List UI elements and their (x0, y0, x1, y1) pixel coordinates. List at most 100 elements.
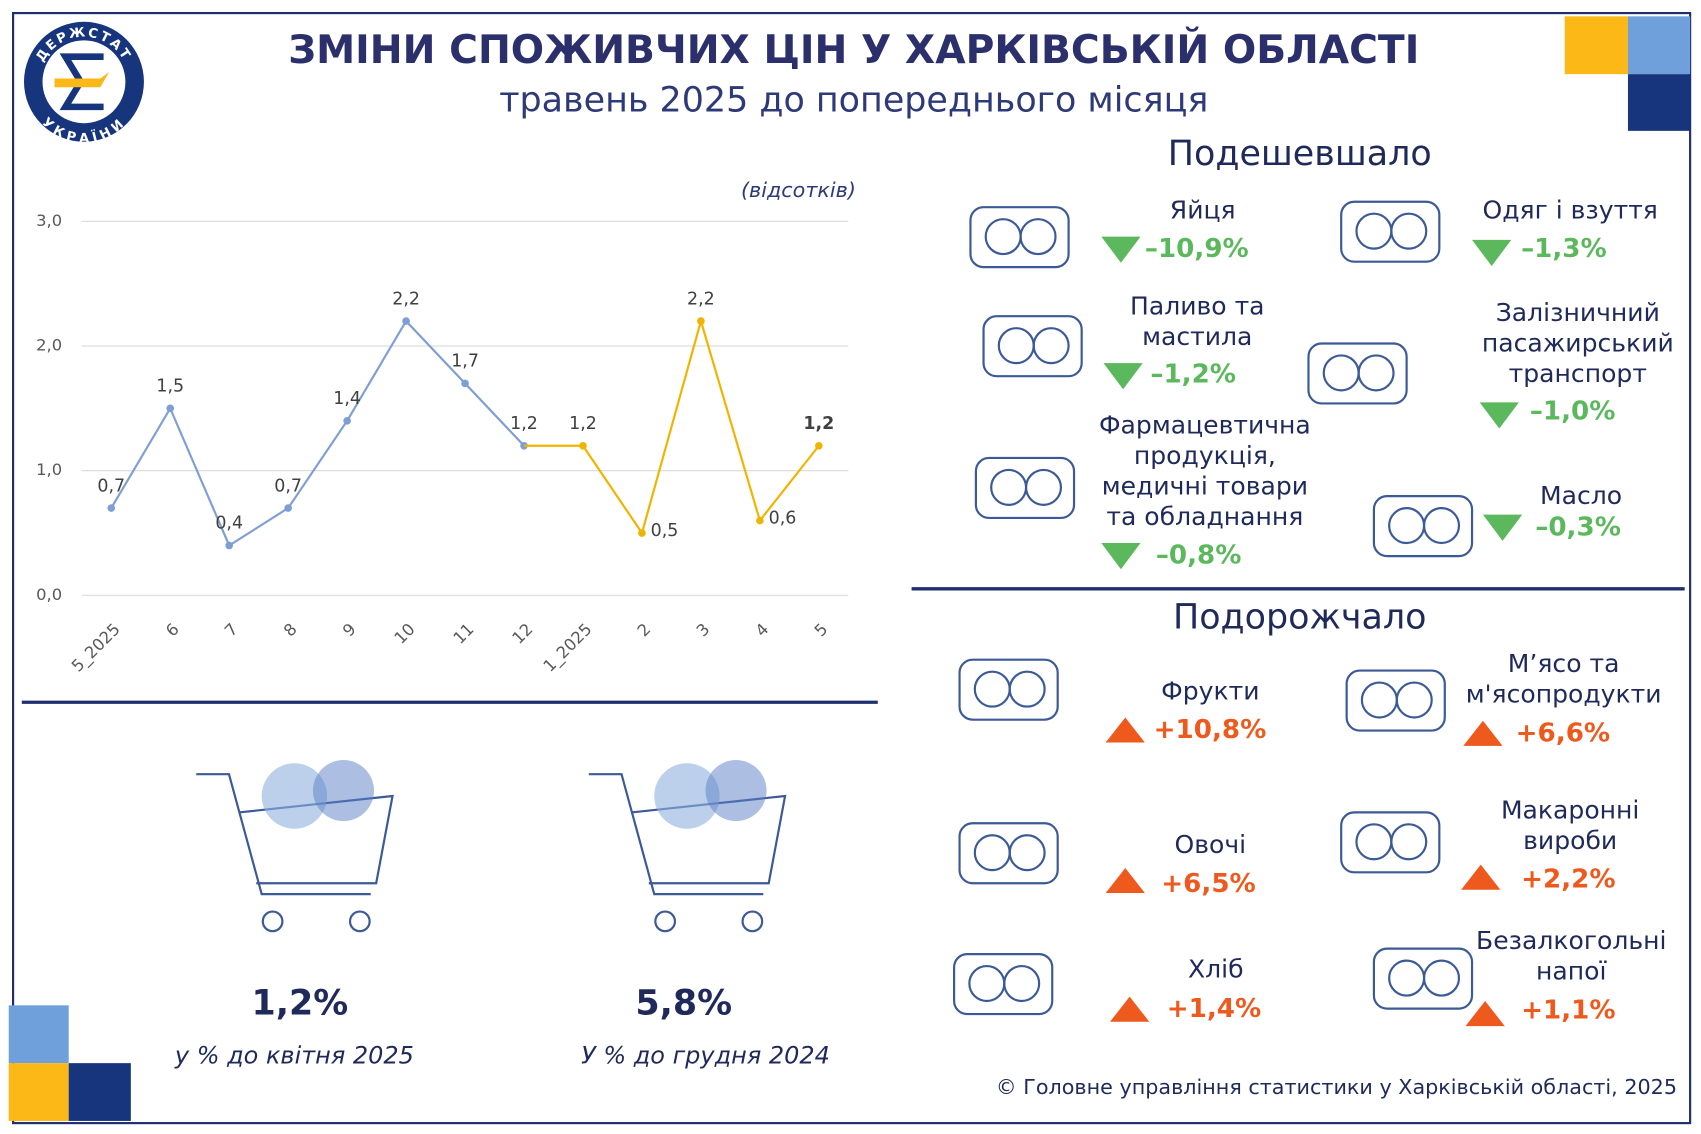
data-label: 1,2 (803, 414, 834, 434)
icon-shape (1422, 507, 1461, 545)
y-tick-label: 3,0 (36, 211, 62, 230)
frame (11, 11, 1692, 1125)
summary-label: У % до грудня 2024 (581, 1042, 830, 1070)
icon-shape (1395, 681, 1433, 719)
icon-shape (1388, 959, 1426, 997)
icon-shape (997, 327, 1035, 365)
icon-shape (973, 834, 1011, 872)
icon-shape (1008, 670, 1046, 708)
x-tick-label: 12 (508, 620, 536, 648)
icon-shape (1032, 327, 1070, 365)
deco-square (8, 1063, 69, 1121)
x-tick-label: 4 (752, 620, 773, 641)
down-arrow (1472, 239, 1512, 267)
down-arrow (1101, 236, 1141, 263)
data-label: 0,6 (769, 508, 797, 528)
item-change: –1,0% (1530, 397, 1616, 427)
item-change: –10,9% (1145, 234, 1249, 264)
data-label: 0,7 (97, 476, 125, 496)
item-name: Фрукти (1161, 676, 1259, 705)
item-icon (1372, 947, 1474, 1010)
deco-square (1564, 16, 1628, 75)
icon-shape (1019, 218, 1057, 256)
icon-shape (984, 218, 1022, 256)
y-tick-label: 0,0 (36, 585, 62, 604)
item-change: +6,6% (1516, 718, 1610, 748)
icon-shape (982, 315, 1083, 378)
point (815, 441, 823, 450)
icon-shape (969, 206, 1070, 269)
icon-shape (953, 953, 1054, 1016)
down-arrow (1101, 543, 1141, 570)
summary-value: 1,2% (251, 983, 348, 1023)
deco-square (8, 1005, 69, 1064)
up-arrow (1110, 996, 1150, 1022)
y-tick-label: 1,0 (36, 460, 62, 479)
icon-shape (1372, 947, 1474, 1010)
deco-square (68, 1063, 131, 1121)
item-name: транспорт (1509, 359, 1647, 388)
data-label: 0,7 (274, 476, 302, 496)
point (579, 441, 587, 450)
point (756, 516, 764, 525)
logo: ДЕРЖСТАТ УКРАЇНИ (23, 21, 144, 146)
deco-square (1627, 74, 1691, 131)
item-icon (958, 822, 1059, 885)
up-arrow (1461, 864, 1501, 890)
item-change: +1,4% (1167, 994, 1261, 1024)
icon-shape (1008, 834, 1046, 872)
item-name: вироби (1523, 826, 1617, 855)
item-icon (953, 953, 1054, 1016)
down-arrow (1479, 402, 1519, 429)
item-name: Хліб (1188, 954, 1244, 983)
item-icon (982, 315, 1083, 378)
icon-shape (1355, 823, 1393, 861)
data-label: 2,2 (687, 289, 715, 309)
item-name: Масло (1540, 481, 1622, 510)
content: ДЕРЖСТАТ УКРАЇНИ ЗМІНИ СПОЖИВЧИХ ЦІН У Х… (8, 11, 1692, 1125)
series-line (582, 317, 820, 536)
item-name: напої (1536, 957, 1607, 986)
item-name: продукція, (1134, 441, 1276, 470)
series-line (110, 319, 525, 548)
subtitle: травень 2025 до попереднього місяця (499, 80, 1208, 120)
down-arrow (1482, 514, 1523, 541)
data-label: 1,2 (510, 414, 538, 434)
icon-shape (1340, 200, 1441, 263)
item-icon (969, 206, 1070, 269)
item-icon (958, 658, 1059, 721)
item-change: +6,5% (1161, 869, 1255, 899)
x-tick-label: 5_2025 (68, 620, 125, 677)
title: ЗМІНИ СПОЖИВЧИХ ЦІН У ХАРКІВСЬКІЙ ОБЛАСТ… (288, 26, 1419, 73)
point (461, 379, 469, 388)
deco-square (1627, 16, 1691, 75)
point (520, 441, 528, 450)
section-title: Подешевшало (1168, 134, 1432, 174)
point (697, 317, 705, 325)
item-name: Макаронні (1501, 795, 1639, 824)
up-arrow (1105, 867, 1145, 894)
up-arrow (1465, 1000, 1505, 1027)
item-name: Фармацевтична (1099, 410, 1311, 439)
item-change: +2,2% (1521, 864, 1615, 894)
icon-shape (1357, 354, 1395, 392)
item-name: медичні товари (1102, 471, 1308, 500)
icon-shape (1360, 681, 1398, 719)
item-change: –0,8% (1156, 541, 1242, 571)
data-label: 0,5 (651, 521, 679, 541)
icon-shape (1307, 342, 1408, 405)
item-icon (1340, 811, 1441, 874)
icon-shape (1024, 468, 1063, 506)
point (402, 317, 410, 325)
up-arrow (1463, 720, 1503, 746)
point (225, 541, 234, 550)
icon-shape (1422, 959, 1461, 997)
footer: © Головне управління статистики у Харків… (996, 1075, 1677, 1099)
up-arrow (1105, 717, 1145, 743)
item-name: Овочі (1175, 830, 1247, 859)
point (107, 504, 116, 512)
item-name: Залізничний (1496, 298, 1660, 327)
x-tick-label: 7 (221, 620, 242, 641)
point (343, 417, 351, 425)
